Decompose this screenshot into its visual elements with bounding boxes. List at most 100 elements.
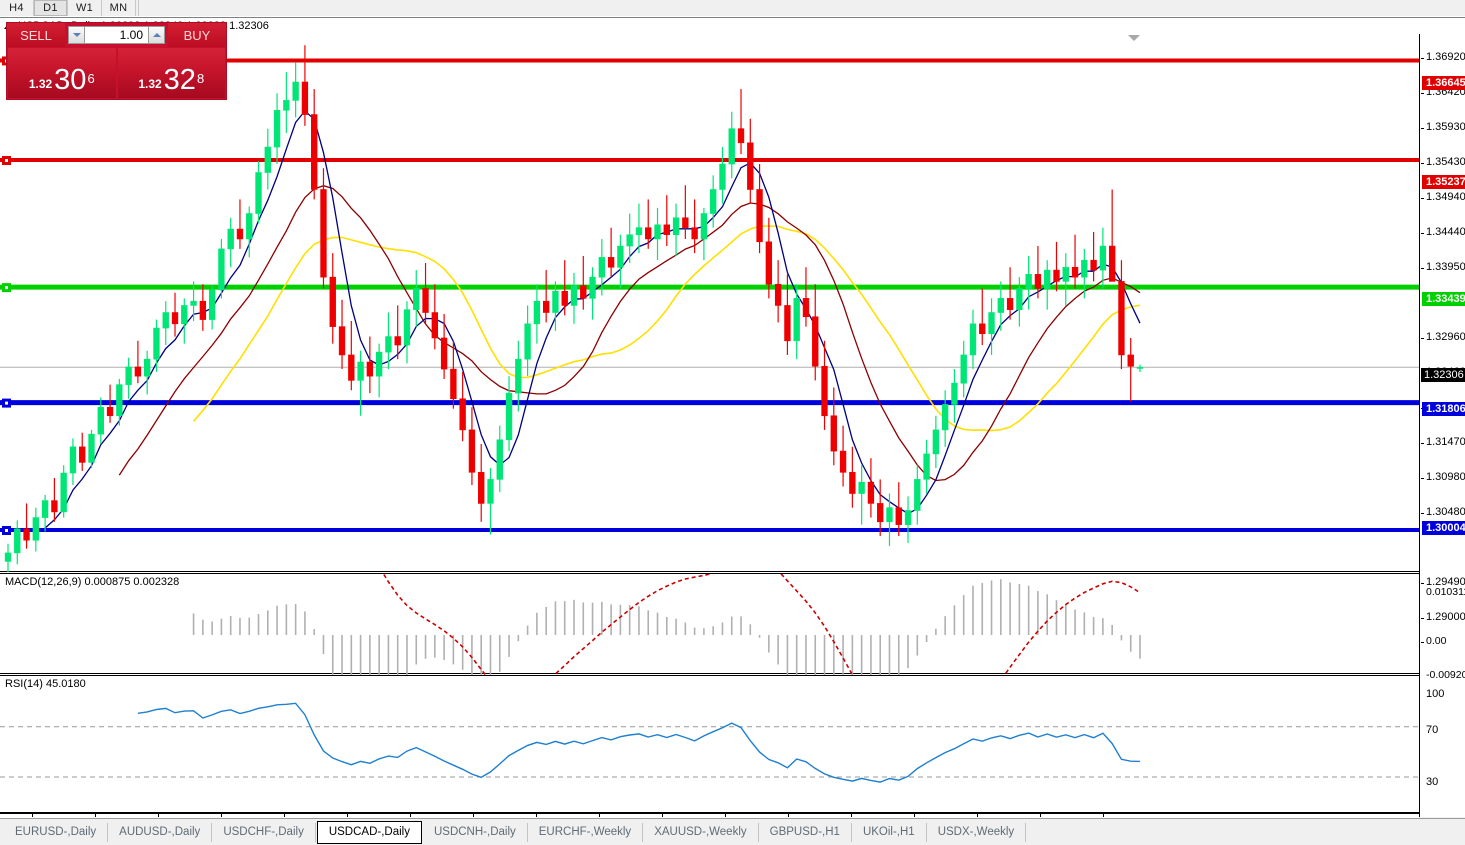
- candle-body: [1044, 269, 1051, 289]
- date-tick-mark: [977, 814, 978, 817]
- rsi-scale-label: 30: [1426, 776, 1439, 788]
- price-level-badge-resistance[interactable]: 1.36645: [1422, 76, 1465, 90]
- candle-body: [877, 503, 884, 523]
- chart-canvas-area[interactable]: USDCAD-,Daily 1.32292 1.32342 1.32238 1.…: [0, 16, 1465, 833]
- price-tick-label: 1.29000: [1426, 611, 1465, 623]
- timeframe-d1[interactable]: D1: [34, 0, 68, 16]
- price-level-badge-support[interactable]: 1.31806: [1422, 402, 1465, 416]
- price-tick-mark: [1421, 93, 1424, 94]
- candle-body: [914, 479, 921, 511]
- volume-increment-button[interactable]: [148, 26, 165, 44]
- buy-button[interactable]: BUY: [168, 23, 226, 47]
- candle-body: [1053, 269, 1060, 282]
- date-tick-mark: [725, 814, 726, 817]
- candle-body: [144, 358, 151, 377]
- one-click-trading-panel[interactable]: SELL 1.00 BUY 1.32 30 6 1.32 32 8: [6, 22, 227, 100]
- price-tick-label: 1.30480: [1426, 506, 1465, 518]
- chart-scroll-marker-icon[interactable]: [1128, 35, 1140, 41]
- price-tick-mark: [1421, 478, 1424, 479]
- chevron-down-icon: [72, 33, 81, 37]
- price-panel[interactable]: [0, 21, 1419, 572]
- candle-body: [784, 305, 791, 342]
- level-anchor-dot: [5, 529, 8, 533]
- candle-body: [134, 366, 142, 377]
- candle-body: [626, 234, 633, 247]
- candle-body: [969, 323, 977, 356]
- candle-body: [1006, 298, 1014, 310]
- candle-body: [988, 312, 995, 335]
- chart-tab[interactable]: USDCHF-,Daily: [212, 822, 316, 842]
- timeframe-h4[interactable]: H4: [0, 0, 34, 16]
- buy-price-big: 32: [163, 64, 196, 96]
- candle-body: [1090, 259, 1097, 271]
- candle-body: [654, 224, 661, 240]
- price-tick-label: 1.33950: [1426, 261, 1465, 273]
- date-tick-mark: [347, 814, 348, 817]
- candle-body: [292, 81, 299, 101]
- candle-body: [728, 128, 735, 165]
- price-tick-mark: [1421, 583, 1424, 584]
- candle-body: [181, 305, 188, 325]
- chart-tab[interactable]: EURCHF-,Weekly: [528, 822, 644, 842]
- chart-tab[interactable]: AUDUSD-,Daily: [108, 822, 213, 842]
- candle-body: [236, 228, 244, 240]
- price-tick-label: 1.29490: [1426, 576, 1465, 588]
- candle-body: [311, 114, 318, 190]
- date-tick-mark: [1040, 814, 1041, 817]
- macd-panel[interactable]: MACD(12,26,9) 0.000875 0.002328: [0, 573, 1419, 675]
- candle-body: [561, 291, 568, 306]
- candle-body: [88, 433, 95, 463]
- candle-body: [960, 354, 967, 384]
- candle-body: [487, 479, 494, 504]
- candle-body: [162, 312, 169, 329]
- sell-price-fraction: 6: [87, 71, 95, 86]
- price-level-badge-support[interactable]: 1.30004: [1422, 521, 1465, 535]
- candle-body: [886, 507, 893, 523]
- price-scale[interactable]: 1.36920 1.36420 1.35930 1.35430 1.34940 1.344…: [1419, 34, 1465, 817]
- candle-body: [1071, 266, 1079, 278]
- candle-body: [329, 276, 336, 327]
- buy-price-button[interactable]: 1.32 32 8: [117, 48, 225, 98]
- candle-body: [1127, 354, 1134, 367]
- timeframe-toolbar: H4 D1 W1 MN: [0, 0, 1465, 17]
- candle-body: [357, 361, 364, 381]
- sell-button[interactable]: SELL: [7, 23, 65, 47]
- candle-body: [125, 366, 132, 385]
- rsi-label: RSI(14) 45.0180: [5, 678, 86, 690]
- timeframe-w1[interactable]: W1: [68, 0, 102, 16]
- candle-body: [385, 336, 392, 353]
- date-tick-mark: [32, 814, 33, 817]
- candle-body: [1025, 274, 1032, 289]
- level-anchor-dot: [5, 401, 8, 405]
- timeframe-mn[interactable]: MN: [102, 0, 136, 16]
- price-level-badge-resistance[interactable]: 1.35237: [1422, 175, 1465, 189]
- price-level-badge-pivot[interactable]: 1.33439: [1422, 292, 1465, 306]
- chart-tab[interactable]: GBPUSD-,H1: [759, 822, 852, 842]
- chart-tab[interactable]: EURUSD-,Daily: [4, 822, 109, 842]
- date-tick-mark: [536, 814, 537, 817]
- chart-tab[interactable]: UKOil-,H1: [852, 822, 927, 842]
- candle-body: [821, 365, 828, 417]
- candle-body: [580, 285, 587, 299]
- sell-price-button[interactable]: 1.32 30 6: [8, 48, 116, 98]
- date-tick-mark: [599, 814, 600, 817]
- chart-tab[interactable]: USDX-,Weekly: [927, 822, 1027, 842]
- chart-tab[interactable]: XAUUSD-,Weekly: [643, 822, 759, 842]
- candle-body: [478, 472, 485, 504]
- chart-tab[interactable]: USDCNH-,Daily: [423, 822, 528, 842]
- candle-body: [700, 213, 708, 240]
- candle-body: [459, 398, 466, 431]
- volume-input[interactable]: 1.00: [85, 26, 148, 44]
- candle-body: [375, 351, 383, 377]
- chart-tab-active[interactable]: USDCAD-,Daily: [316, 820, 422, 844]
- volume-decrement-button[interactable]: [68, 26, 85, 44]
- candle-body: [320, 189, 327, 278]
- candle-body: [41, 500, 49, 518]
- rsi-panel[interactable]: RSI(14) 45.0180: [0, 675, 1419, 813]
- candle-body: [348, 354, 355, 381]
- rsi-scale-label: 70: [1426, 724, 1439, 736]
- sell-price-prefix: 1.32: [28, 77, 53, 91]
- level-anchor-dot: [5, 286, 8, 290]
- candle-body: [951, 382, 958, 405]
